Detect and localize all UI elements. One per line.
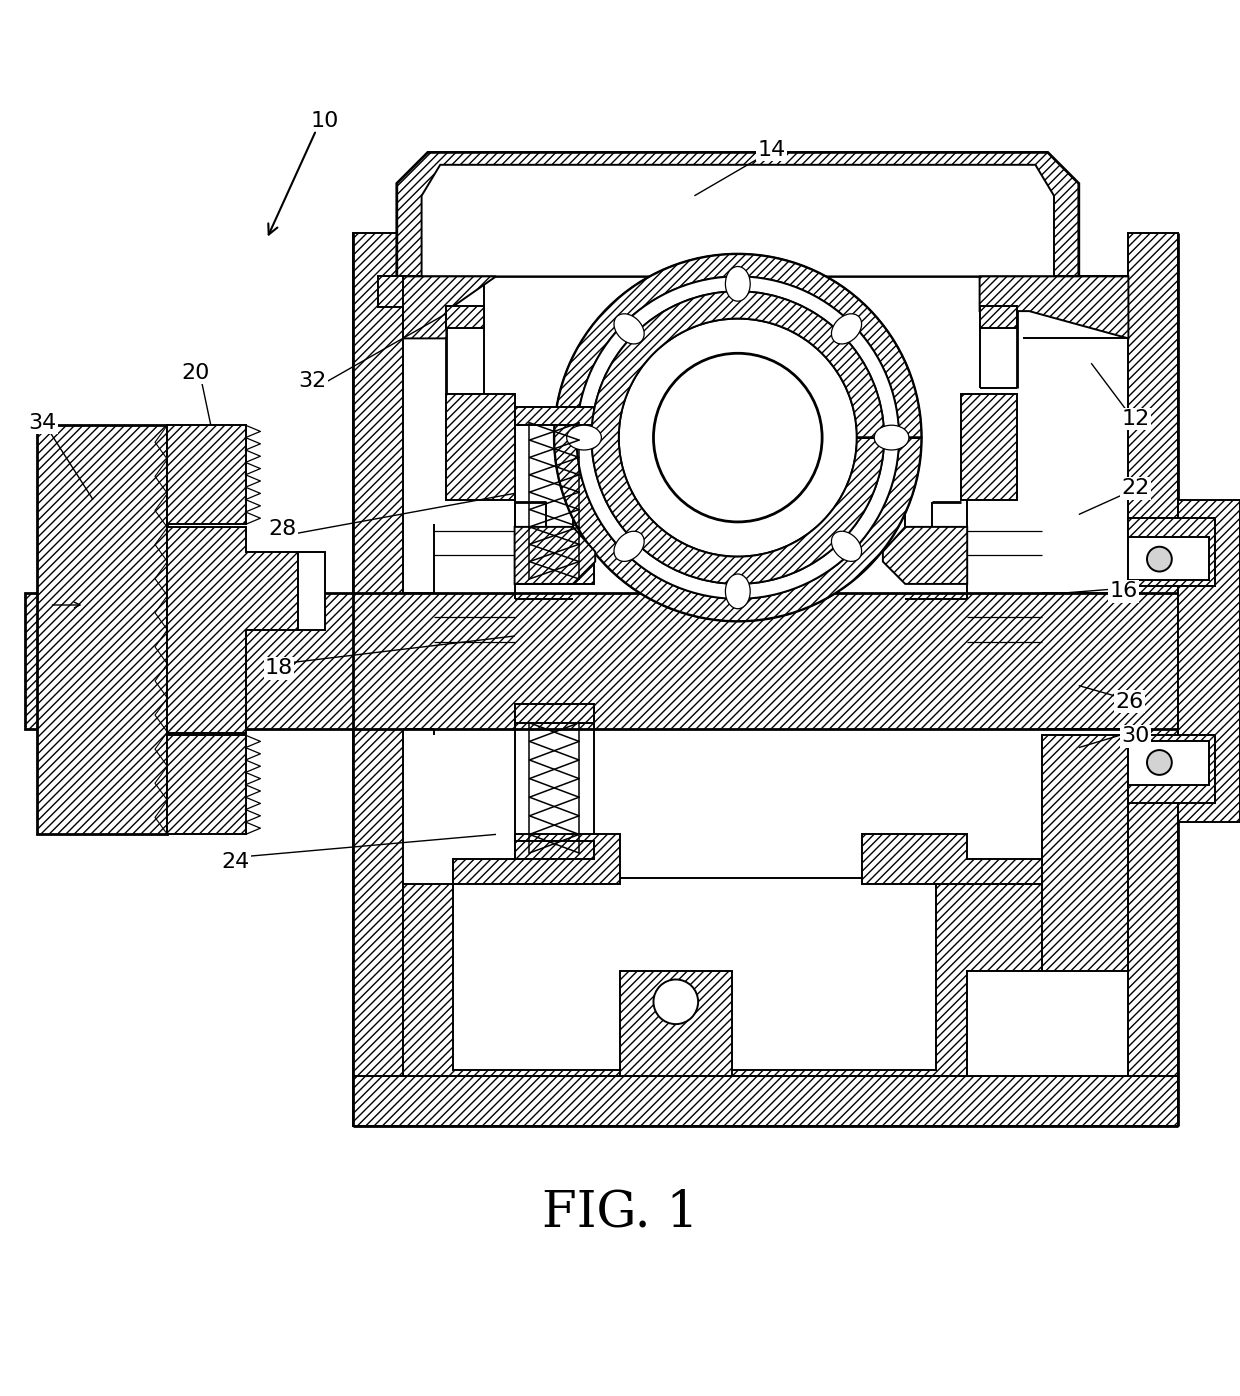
Polygon shape (515, 526, 595, 584)
Ellipse shape (832, 532, 862, 561)
Text: 16: 16 (1110, 581, 1137, 602)
Bar (1128, 741, 1209, 785)
Polygon shape (554, 254, 921, 621)
Polygon shape (403, 276, 496, 338)
Bar (515, 840, 594, 859)
Bar (967, 970, 1128, 1076)
Bar (1128, 537, 1209, 581)
Polygon shape (25, 592, 1215, 729)
Circle shape (653, 353, 822, 522)
Text: 10: 10 (311, 112, 339, 131)
Polygon shape (353, 1076, 1178, 1125)
Text: 28: 28 (269, 519, 296, 539)
Polygon shape (422, 165, 1054, 276)
Text: 30: 30 (1122, 726, 1149, 747)
Circle shape (554, 254, 921, 621)
Bar (515, 704, 594, 723)
Polygon shape (591, 292, 884, 584)
Bar (1060, 276, 1097, 307)
Polygon shape (1128, 736, 1215, 804)
Ellipse shape (725, 574, 750, 609)
Ellipse shape (832, 314, 862, 343)
Bar (378, 276, 415, 307)
Polygon shape (980, 276, 1128, 338)
Polygon shape (167, 526, 298, 733)
Text: 22: 22 (1122, 479, 1149, 498)
Bar (515, 406, 594, 426)
Text: 34: 34 (29, 413, 56, 433)
Bar (980, 306, 1017, 328)
Polygon shape (167, 736, 246, 835)
Text: 20: 20 (182, 363, 210, 383)
Polygon shape (883, 526, 967, 584)
Polygon shape (862, 835, 1042, 884)
Text: 18: 18 (265, 659, 293, 678)
Bar (453, 878, 936, 1069)
Polygon shape (967, 736, 1128, 1076)
Polygon shape (446, 394, 515, 500)
Circle shape (1147, 547, 1172, 571)
Polygon shape (298, 551, 325, 630)
Polygon shape (353, 233, 403, 1125)
Polygon shape (167, 426, 246, 525)
Polygon shape (453, 835, 620, 884)
Polygon shape (37, 426, 167, 835)
Bar (446, 306, 484, 328)
Circle shape (577, 276, 899, 599)
Ellipse shape (874, 426, 909, 450)
Bar (515, 565, 594, 584)
Polygon shape (961, 394, 1017, 500)
Text: 24: 24 (222, 852, 249, 871)
Polygon shape (1128, 518, 1215, 586)
Polygon shape (403, 884, 1128, 1076)
Polygon shape (620, 970, 732, 1076)
Polygon shape (1128, 233, 1178, 1125)
Ellipse shape (567, 426, 601, 450)
Text: 12: 12 (1122, 409, 1149, 429)
Text: 32: 32 (299, 370, 326, 391)
Circle shape (619, 318, 857, 557)
Ellipse shape (725, 267, 750, 302)
Circle shape (591, 292, 884, 584)
Polygon shape (1178, 500, 1240, 822)
Polygon shape (397, 152, 1079, 276)
Circle shape (1147, 750, 1172, 775)
Ellipse shape (614, 314, 644, 343)
Text: FIG. 1: FIG. 1 (542, 1188, 698, 1237)
Text: 26: 26 (1116, 692, 1143, 712)
Text: 14: 14 (758, 140, 785, 161)
Ellipse shape (614, 532, 644, 561)
Circle shape (653, 980, 698, 1025)
